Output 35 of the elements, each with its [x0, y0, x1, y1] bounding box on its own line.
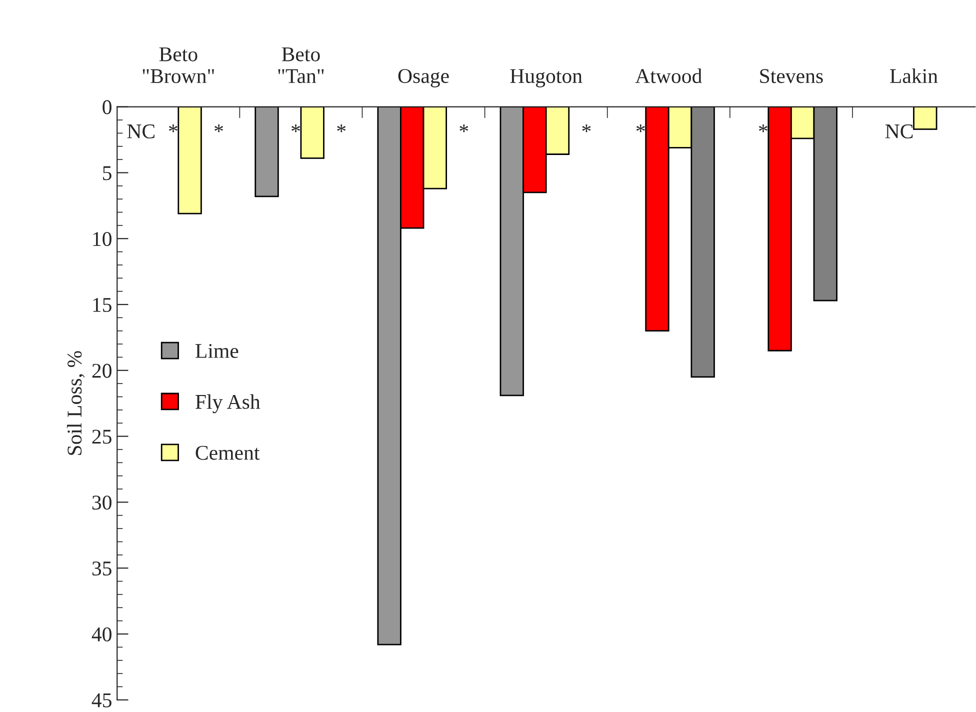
bar: [300, 106, 324, 159]
bar: [913, 106, 938, 130]
text: NC: [127, 124, 154, 138]
x-tick-label: Hugoton: [510, 69, 582, 88]
y-tick-label: 35: [92, 562, 112, 576]
legend-label: Lime: [196, 344, 238, 358]
x-tick-label: Osage: [398, 69, 449, 88]
x-tick-label: Beto "Tan": [278, 47, 324, 84]
text: *: [337, 124, 346, 132]
bar: [254, 106, 279, 198]
x-tick-label: Atwood: [635, 68, 702, 84]
y-tick-label: 25: [92, 430, 112, 444]
y-tick-label: 30: [92, 496, 112, 510]
text: NC: [885, 124, 913, 138]
text: *: [582, 124, 591, 132]
text: *: [292, 124, 300, 132]
x-tick-label: Beto "Brown": [142, 47, 214, 84]
y-tick-label: 40: [92, 627, 112, 642]
text: *: [636, 124, 645, 132]
text: *: [460, 124, 468, 132]
text: *: [214, 124, 223, 132]
legend-label: Fly Ash: [196, 394, 260, 414]
x-tick-label: Lakin: [890, 68, 938, 84]
text: *: [169, 124, 178, 132]
y-tick-label: 20: [92, 364, 112, 378]
y-axis-title: Soil Loss, %: [66, 351, 85, 455]
legend-label: Cement: [196, 446, 260, 460]
y-tick-label: 45: [92, 693, 112, 708]
x-tick-label: Stevens: [760, 69, 823, 84]
text: *: [758, 124, 768, 132]
bar: [178, 106, 202, 214]
y-tick-label: 15: [93, 298, 112, 312]
y-tick-label: 10: [93, 232, 112, 246]
y-tick-label: 5: [103, 166, 112, 180]
y-tick-label: 0: [102, 100, 112, 114]
